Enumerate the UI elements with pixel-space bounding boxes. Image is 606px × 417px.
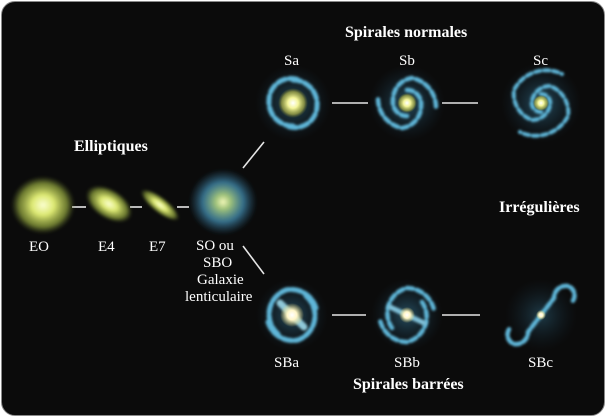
section-title-irregular: Irrégulières — [499, 199, 580, 216]
label-s0-line4: lenticulaire — [185, 289, 253, 305]
label-sba: SBa — [274, 355, 300, 371]
label-sa: Sa — [284, 53, 299, 69]
label-s0-line2: SBO — [203, 255, 233, 271]
galaxy-sb — [369, 65, 445, 141]
label-sc: Sc — [533, 53, 548, 69]
section-title-barred-spirals: Spirales barrées — [353, 376, 464, 393]
label-s0-line3: Galaxie — [197, 272, 244, 288]
section-title-elliptical: Elliptiques — [74, 138, 148, 155]
label-sbb: SBb — [394, 355, 420, 371]
galaxy-sbc — [505, 279, 577, 351]
label-sbc: SBc — [528, 355, 554, 371]
label-e4: E4 — [98, 239, 115, 255]
galaxy-e4 — [85, 185, 133, 223]
label-e0: EO — [29, 239, 49, 255]
section-title-normal-spirals: Spirales normales — [345, 24, 468, 41]
galaxy-sa — [255, 65, 331, 141]
galaxy-s0 — [189, 169, 257, 235]
galaxy-e7 — [140, 188, 180, 222]
label-sb: Sb — [399, 53, 415, 69]
label-e7: E7 — [149, 239, 166, 255]
galaxy-sbb — [371, 279, 443, 351]
galaxy-sc — [501, 63, 581, 143]
connector-s0-sba — [242, 245, 265, 275]
galaxy-e0 — [11, 176, 75, 234]
connector-lines — [72, 102, 480, 316]
connector-s0-sa — [242, 141, 265, 169]
galaxy-sba — [256, 279, 328, 351]
label-s0-line1: SO ou — [196, 238, 234, 254]
